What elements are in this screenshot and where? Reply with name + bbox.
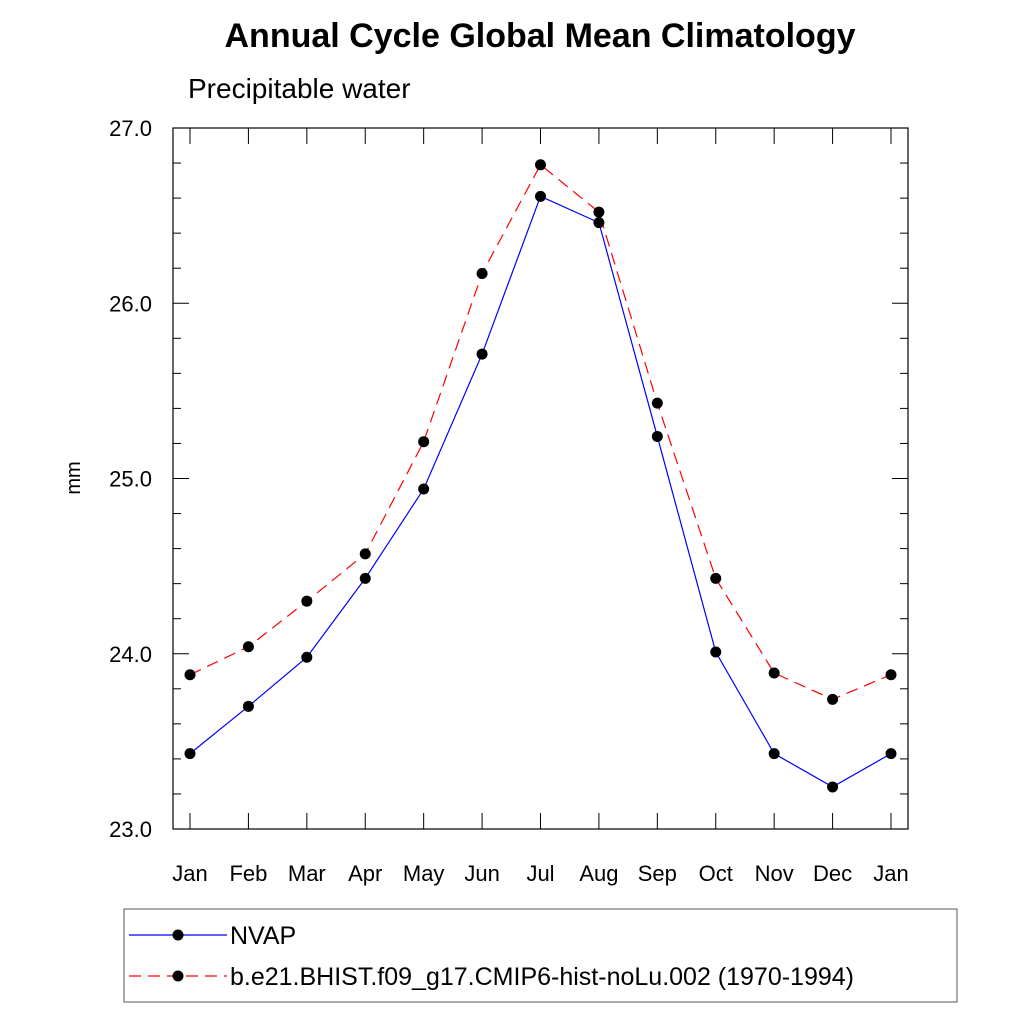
- x-tick-label: Mar: [288, 861, 326, 886]
- plot-area: Jan Feb Mar Apr May Jun Jul Aug Sep Oct Nov Dec Jan 2…: [109, 116, 909, 886]
- x-tick-label: Jul: [526, 861, 554, 886]
- data-point-0: [476, 348, 488, 360]
- x-tick-label: Dec: [813, 861, 852, 886]
- data-point-1: [593, 206, 605, 218]
- data-point-1: [476, 267, 488, 279]
- data-point-0: [359, 572, 371, 584]
- data-point-0: [651, 430, 663, 442]
- data-point-1: [535, 159, 546, 171]
- legend-label-0: NVAP: [230, 922, 296, 950]
- data-point-0: [242, 700, 254, 712]
- y-tick-label: 26.0: [109, 291, 152, 316]
- data-point-0: [535, 190, 546, 202]
- data-point-0: [301, 651, 313, 663]
- data-point-0: [827, 781, 839, 793]
- y-axis-label: mm: [63, 461, 85, 494]
- x-tick-label: Jan: [873, 861, 908, 886]
- x-tick-label: Sep: [638, 861, 677, 886]
- data-point-0: [768, 748, 780, 760]
- data-point-0: [885, 748, 897, 760]
- x-tick-label: Jun: [464, 861, 499, 886]
- data-point-0: [593, 217, 605, 229]
- y-axis-label-group: mm: [63, 461, 85, 494]
- data-point-1: [418, 436, 430, 448]
- chart-subtitle: Precipitable water: [188, 73, 411, 104]
- x-tick-label: Apr: [348, 861, 382, 886]
- plot-frame: [172, 127, 909, 830]
- x-tick-label: Jan: [172, 861, 207, 886]
- x-tick-label: Aug: [579, 861, 618, 886]
- data-point-0: [418, 483, 430, 495]
- data-point-0: [184, 748, 196, 760]
- y-tick-label: 27.0: [109, 116, 152, 141]
- data-point-1: [651, 397, 663, 409]
- legend-marker-0: [172, 929, 184, 941]
- y-tick-label: 23.0: [109, 817, 152, 842]
- data-point-1: [242, 641, 254, 653]
- chart-title: Annual Cycle Global Mean Climatology: [225, 17, 856, 55]
- data-point-1: [827, 693, 839, 705]
- x-tick-label: May: [403, 861, 445, 886]
- data-point-1: [710, 572, 722, 584]
- legend-label-1: b.e21.BHIST.f09_g17.CMIP6-hist-noLu.002 …: [230, 963, 854, 991]
- x-tick-label: Feb: [229, 861, 267, 886]
- y-tick-label: 25.0: [109, 467, 152, 492]
- data-point-1: [768, 667, 780, 679]
- legend-box: [123, 908, 958, 1003]
- series-line-1: [189, 163, 892, 700]
- x-tick-label: Nov: [755, 861, 794, 886]
- data-point-1: [184, 669, 196, 681]
- y-tick-label: 24.0: [109, 642, 152, 667]
- data-point-1: [301, 595, 313, 607]
- x-tick-label: Oct: [699, 861, 733, 886]
- data-point-0: [710, 646, 722, 658]
- legend-marker-1: [172, 970, 184, 982]
- series-line-0: [189, 195, 892, 788]
- data-point-1: [885, 669, 897, 681]
- data-point-1: [359, 548, 371, 560]
- legend: NVAP b.e21.BHIST.f09_g17.CMIP6-hist-noLu.…: [123, 908, 958, 1003]
